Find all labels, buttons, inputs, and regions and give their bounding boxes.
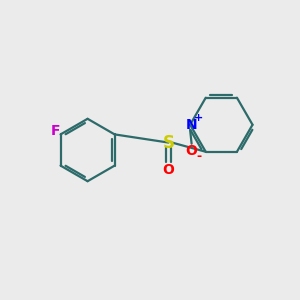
Text: N: N xyxy=(186,118,197,132)
Text: F: F xyxy=(50,124,60,138)
Text: O: O xyxy=(163,163,174,177)
Text: +: + xyxy=(194,113,203,123)
Text: O: O xyxy=(186,144,197,158)
Text: S: S xyxy=(162,134,174,152)
Text: -: - xyxy=(196,150,201,163)
